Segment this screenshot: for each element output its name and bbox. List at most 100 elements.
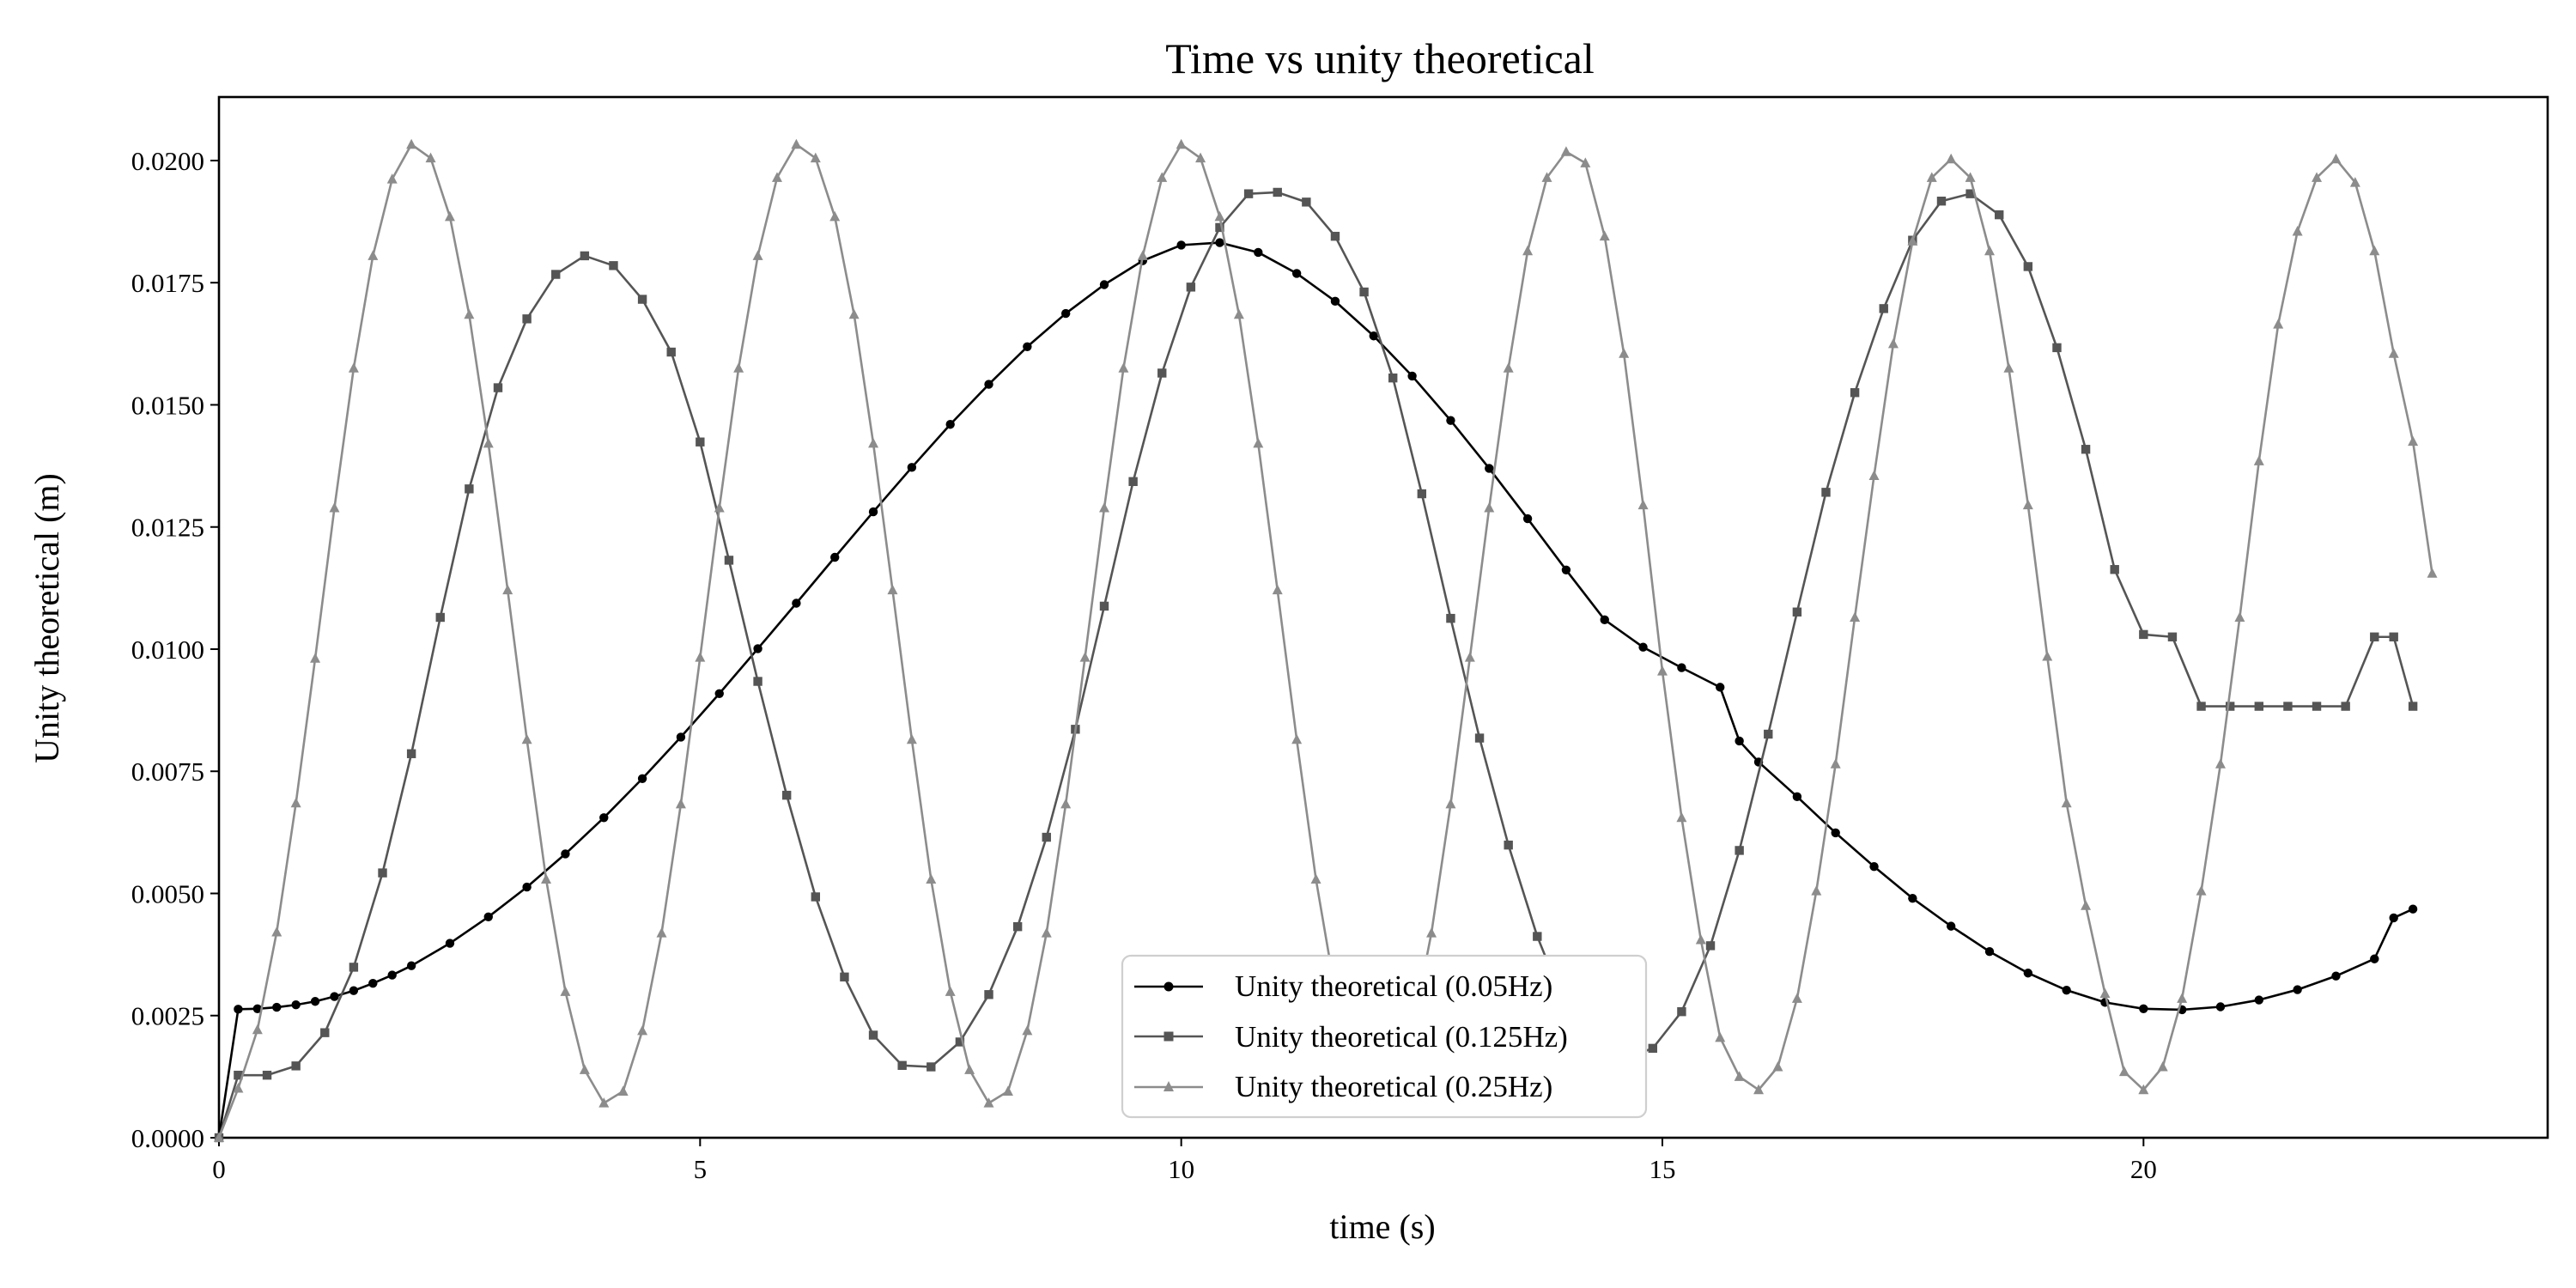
- data-point-triangle: [2292, 225, 2303, 236]
- data-point-triangle: [1157, 172, 1168, 182]
- data-point-triangle: [483, 437, 494, 448]
- data-point-square: [2081, 445, 2091, 454]
- data-point-square: [1821, 488, 1831, 497]
- y-tick-label: 0.0150: [131, 390, 204, 420]
- data-point-square: [1388, 373, 1398, 383]
- x-tick-label: 0: [212, 1154, 226, 1184]
- data-point-circle: [1407, 371, 1417, 381]
- data-point-triangle: [2312, 172, 2323, 182]
- data-point-square: [1850, 388, 1860, 398]
- x-tick-label: 15: [1649, 1154, 1675, 1184]
- data-point-triangle: [2330, 153, 2342, 164]
- data-point-square: [1330, 231, 1340, 241]
- data-point-square: [637, 295, 647, 304]
- data-point-triangle: [887, 584, 898, 595]
- data-point-triangle: [1195, 152, 1206, 163]
- data-point-triangle: [1253, 437, 1264, 448]
- data-point-circle: [445, 939, 455, 948]
- data-point-circle: [2023, 969, 2033, 978]
- data-point-triangle: [2118, 1066, 2129, 1077]
- data-point-triangle: [637, 1024, 648, 1036]
- data-point-triangle: [560, 986, 571, 996]
- data-point-circle: [2215, 1002, 2226, 1012]
- legend-entry-1: Unity theoretical (0.125Hz): [1235, 1020, 1568, 1054]
- data-point-square: [1533, 932, 1542, 941]
- data-point-square: [1936, 197, 1947, 206]
- data-point-circle: [1792, 792, 1802, 802]
- data-point-circle: [676, 732, 686, 742]
- data-point-triangle: [1850, 611, 1861, 622]
- data-point-circle: [637, 774, 647, 783]
- data-point-triangle: [1984, 245, 1996, 256]
- y-axis-ticks: 0.0000 0.0025 0.0050 0.0075 0.0100 0.0125 0.01…: [131, 146, 219, 1153]
- data-point-square: [522, 314, 532, 324]
- data-point-triangle: [502, 584, 513, 595]
- data-point-triangle: [1560, 146, 1571, 156]
- data-point-square: [2052, 343, 2062, 353]
- data-point-square: [406, 749, 416, 758]
- data-point-square: [580, 251, 590, 261]
- data-point-triangle: [2157, 1060, 2168, 1072]
- data-point-circle: [907, 463, 917, 472]
- data-point-square: [465, 484, 474, 494]
- data-point-circle: [1716, 683, 1725, 692]
- data-point-triangle: [1137, 250, 1148, 260]
- data-point-triangle: [1233, 308, 1244, 319]
- y-tick-label: 0.0025: [131, 1001, 204, 1031]
- data-point-triangle: [2349, 177, 2360, 187]
- data-point-triangle: [1291, 733, 1303, 744]
- legend-marker-1: [1163, 1031, 1174, 1042]
- data-point-square: [955, 1037, 965, 1047]
- data-point-triangle: [2253, 455, 2264, 465]
- data-point-square: [2283, 702, 2293, 711]
- x-tick-label: 20: [2130, 1154, 2157, 1184]
- y-tick-label: 0.0000: [131, 1123, 204, 1153]
- data-point-square: [609, 261, 618, 270]
- data-point-square: [1965, 189, 1975, 198]
- data-point-circle: [2389, 913, 2398, 923]
- data-point-square: [1099, 601, 1109, 611]
- data-point-circle: [1946, 921, 1956, 931]
- data-point-triangle: [714, 502, 725, 513]
- data-point-circle: [714, 689, 724, 698]
- legend-marker-0: [1163, 981, 1174, 992]
- data-point-circle: [1099, 280, 1109, 289]
- data-point-triangle: [868, 437, 879, 448]
- y-tick-label: 0.0100: [131, 635, 204, 665]
- data-point-circle: [1369, 331, 1378, 341]
- data-point-triangle: [1772, 1060, 1783, 1072]
- y-tick-label: 0.0050: [131, 878, 204, 908]
- data-point-triangle: [1022, 1024, 1033, 1036]
- data-point-triangle: [1907, 235, 1918, 246]
- data-point-triangle: [2003, 362, 2014, 373]
- data-point-square: [2389, 632, 2398, 641]
- legend-marker-2: [1163, 1081, 1174, 1091]
- data-point-triangle: [1676, 811, 1687, 823]
- data-point-circle: [2139, 1004, 2148, 1013]
- data-point-circle: [1060, 308, 1071, 319]
- legend-entry-0: Unity theoretical (0.05Hz): [1235, 969, 1552, 1003]
- data-point-triangle: [1041, 927, 1052, 938]
- data-point-triangle: [598, 1097, 610, 1108]
- data-point-circle: [2331, 971, 2341, 981]
- data-point-circle: [1176, 240, 1186, 250]
- data-point-square: [1417, 489, 1427, 499]
- data-point-circle: [984, 380, 993, 389]
- data-point-triangle: [1310, 873, 1321, 884]
- data-point-triangle: [848, 308, 860, 319]
- data-point-square: [927, 1062, 936, 1072]
- data-point-circle: [2408, 904, 2418, 914]
- data-point-triangle: [945, 986, 956, 996]
- data-point-triangle: [1118, 362, 1129, 373]
- data-point-triangle: [425, 152, 436, 163]
- x-axis-ticks: 0 5 10 15 20: [212, 1138, 2157, 1184]
- data-point-triangle: [406, 138, 417, 149]
- data-point-triangle: [214, 1132, 224, 1142]
- data-point-triangle: [1522, 245, 1534, 256]
- data-point-square: [1648, 1043, 1657, 1054]
- series-line-1: [217, 191, 2415, 1139]
- data-point-circle: [1561, 565, 1571, 575]
- data-point-circle: [1984, 947, 1995, 957]
- data-point-circle: [1446, 416, 1455, 425]
- data-point-triangle: [829, 210, 841, 222]
